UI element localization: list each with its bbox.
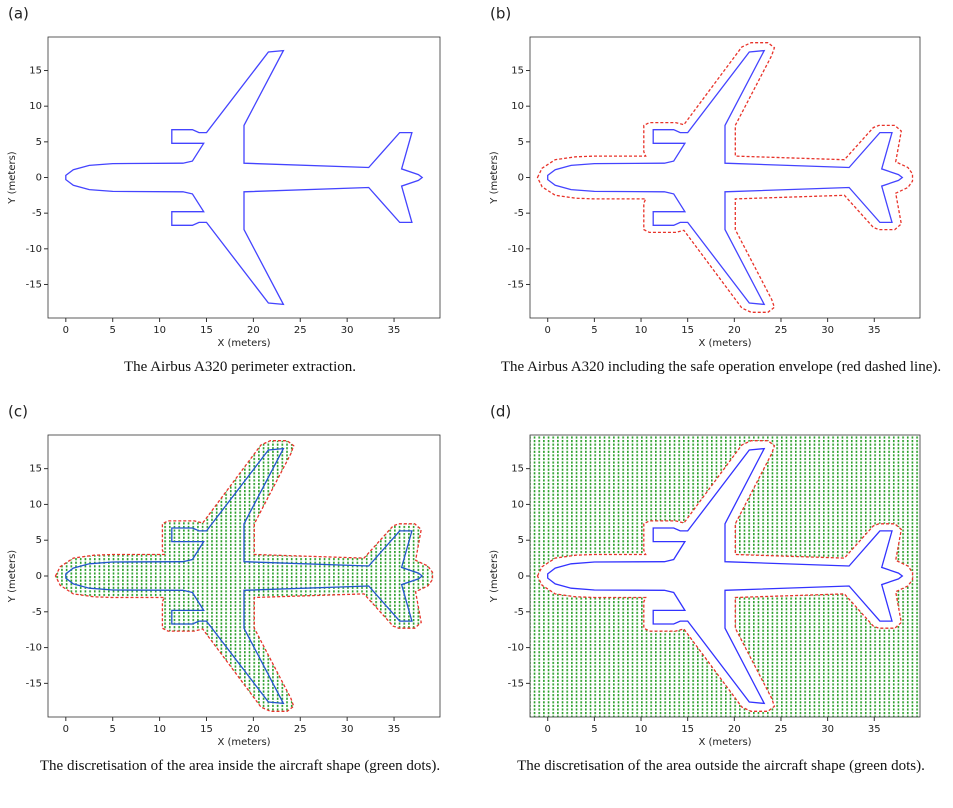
y-tick-label: 5 <box>36 137 42 148</box>
y-tick-label: -5 <box>514 208 524 219</box>
y-tick-label: 15 <box>29 464 42 475</box>
x-tick-label: 20 <box>728 724 741 735</box>
y-tick-label: -5 <box>32 208 42 219</box>
plot-area <box>65 49 424 306</box>
panel-label: (c) <box>8 403 28 421</box>
panel-label: (b) <box>490 5 511 23</box>
y-tick-label: 5 <box>518 137 524 148</box>
dot-grid <box>55 440 433 712</box>
x-tick-label: 15 <box>681 325 694 336</box>
y-tick-label: 10 <box>511 101 524 112</box>
axes-frame <box>529 36 921 319</box>
x-tick-label: 5 <box>110 724 116 735</box>
x-tick-label: 25 <box>294 325 307 336</box>
x-tick-label: 25 <box>775 325 788 336</box>
y-axis-label: Y (meters) <box>7 151 18 204</box>
caption: The discretisation of the area inside th… <box>39 758 441 774</box>
x-axis-label: X (meters) <box>217 338 270 349</box>
x-tick-label: 0 <box>545 724 551 735</box>
aircraft-outline <box>547 49 904 306</box>
y-tick-label: -5 <box>32 607 42 618</box>
x-tick-label: 15 <box>681 724 694 735</box>
panel-label: (a) <box>8 5 29 23</box>
x-tick-label: 5 <box>591 325 597 336</box>
y-tick-label: 15 <box>511 66 524 77</box>
envelope-line <box>536 440 914 712</box>
y-tick-label: 15 <box>511 464 524 475</box>
envelope-line <box>54 440 434 712</box>
x-tick-label: 35 <box>388 724 401 735</box>
y-tick-label: -10 <box>508 244 524 255</box>
y-tick-label: 0 <box>36 571 42 582</box>
y-tick-label: 10 <box>29 101 42 112</box>
x-tick-label: 15 <box>200 325 213 336</box>
x-axis-label: X (meters) <box>698 338 751 349</box>
aircraft-outline <box>547 447 904 705</box>
y-tick-label: 0 <box>518 571 524 582</box>
x-tick-label: 0 <box>63 724 69 735</box>
y-tick-label: 10 <box>29 499 42 510</box>
x-tick-label: 5 <box>110 325 116 336</box>
y-tick-label: 15 <box>29 66 42 77</box>
y-axis-label: Y (meters) <box>7 550 18 603</box>
aircraft-outline <box>65 447 424 705</box>
y-axis-label: Y (meters) <box>489 151 500 204</box>
x-tick-label: 5 <box>591 724 597 735</box>
x-tick-label: 30 <box>821 724 834 735</box>
x-tick-label: 10 <box>635 325 648 336</box>
y-tick-label: 0 <box>36 173 42 184</box>
envelope-mask <box>537 440 913 712</box>
plot-area <box>54 440 434 712</box>
x-tick-label: 25 <box>294 724 307 735</box>
panel: (a) 0 5 10 15 20 25 30 35 -15 -10 -5 0 5 10 15 X (meters… <box>7 5 441 349</box>
x-tick-label: 20 <box>728 325 741 336</box>
x-tick-label: 10 <box>153 325 166 336</box>
x-tick-label: 25 <box>775 724 788 735</box>
plot-area <box>530 435 920 717</box>
x-tick-label: 10 <box>635 724 648 735</box>
y-tick-label: -15 <box>508 678 524 689</box>
y-tick-label: 5 <box>518 535 524 546</box>
x-tick-label: 35 <box>868 724 881 735</box>
caption: The Airbus A320 perimeter extraction. <box>123 359 357 375</box>
y-tick-label: -15 <box>26 678 42 689</box>
y-tick-label: 5 <box>36 535 42 546</box>
caption: The Airbus A320 including the safe opera… <box>500 359 942 375</box>
x-tick-label: 30 <box>341 325 354 336</box>
y-tick-label: -10 <box>508 643 524 654</box>
caption: The discretisation of the area outside t… <box>517 758 925 774</box>
panel-label: (d) <box>490 403 511 421</box>
envelope-line <box>536 42 914 313</box>
x-tick-label: 0 <box>63 325 69 336</box>
aircraft-outline <box>65 49 424 306</box>
panel: (d) 0 5 10 15 20 25 30 35 -15 -10 -5 0 5 10 15 X (meters… <box>489 403 921 748</box>
y-tick-label: -15 <box>508 279 524 290</box>
x-tick-label: 20 <box>247 724 260 735</box>
y-tick-label: 0 <box>518 173 524 184</box>
x-tick-label: 35 <box>388 325 401 336</box>
y-tick-label: 10 <box>511 499 524 510</box>
x-tick-label: 0 <box>545 325 551 336</box>
y-tick-label: -10 <box>26 244 42 255</box>
x-tick-label: 30 <box>341 724 354 735</box>
x-tick-label: 15 <box>200 724 213 735</box>
panel: (b) 0 5 10 15 20 25 30 35 -15 -10 -5 0 5 10 15 X (meters… <box>489 5 921 349</box>
plot-area <box>536 42 914 313</box>
x-tick-label: 30 <box>821 325 834 336</box>
y-tick-label: -10 <box>26 643 42 654</box>
x-axis-label: X (meters) <box>698 737 751 748</box>
panel: (c) 0 5 10 15 20 25 30 35 -15 -10 -5 0 5 10 15 X (meters… <box>7 403 441 748</box>
axes-frame <box>47 36 441 319</box>
y-tick-label: -5 <box>514 607 524 618</box>
y-tick-label: -15 <box>26 279 42 290</box>
x-axis-label: X (meters) <box>217 737 270 748</box>
x-tick-label: 35 <box>868 325 881 336</box>
x-tick-label: 10 <box>153 724 166 735</box>
y-axis-label: Y (meters) <box>489 550 500 603</box>
x-tick-label: 20 <box>247 325 260 336</box>
